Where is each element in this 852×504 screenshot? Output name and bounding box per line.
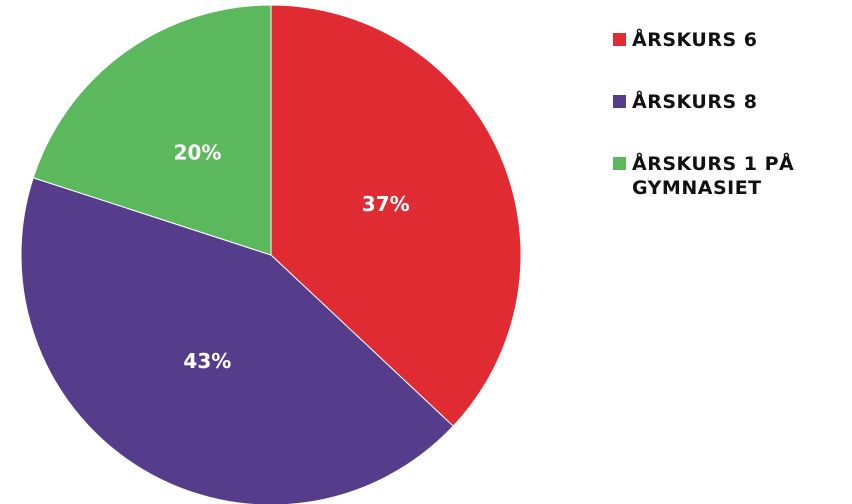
pie-slice <box>20 177 454 504</box>
legend-swatch <box>613 33 626 46</box>
slice-label: 37% <box>362 192 410 216</box>
legend-item: ÅRSKURS 6 <box>613 28 849 52</box>
slice-label: 20% <box>174 140 222 164</box>
legend-item: ÅRSKURS 8 <box>613 90 849 114</box>
legend-item: ÅRSKURS 1 PÅ GYMNASIET <box>613 152 849 200</box>
legend: ÅRSKURS 6 ÅRSKURS 8 ÅRSKURS 1 PÅ GYMNASIET <box>613 28 849 238</box>
pie-slice <box>32 4 272 256</box>
legend-label: ÅRSKURS 6 <box>632 29 758 51</box>
slice-label: 43% <box>183 349 231 373</box>
legend-swatch <box>613 157 626 170</box>
legend-label: ÅRSKURS 8 <box>632 91 758 113</box>
pie-slice <box>270 4 522 427</box>
legend-label: ÅRSKURS 1 PÅ GYMNASIET <box>632 153 795 199</box>
legend-swatch <box>613 95 626 108</box>
